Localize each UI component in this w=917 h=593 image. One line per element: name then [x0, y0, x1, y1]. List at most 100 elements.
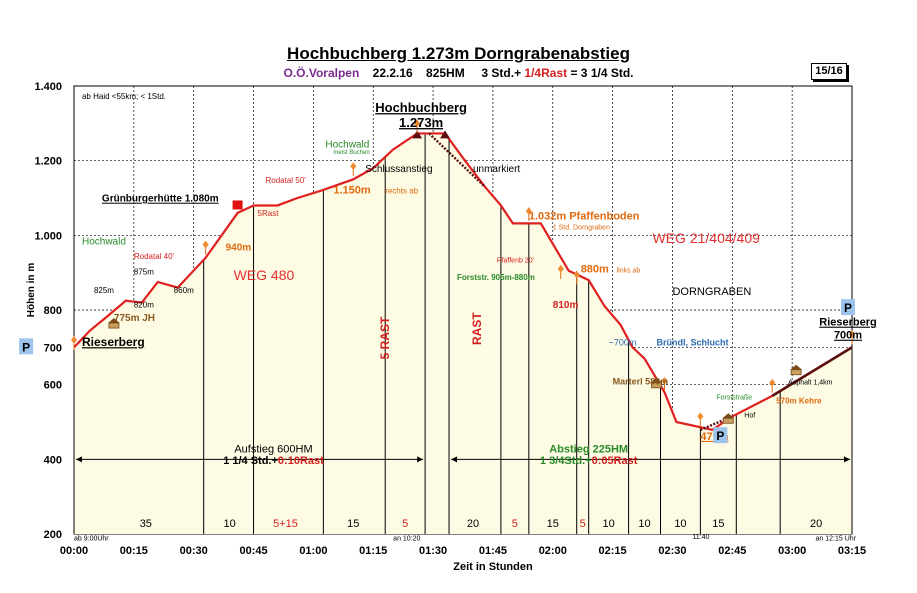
time-prefix-label: 3 Std.+	[481, 66, 522, 80]
segment-duration-label: 5	[402, 518, 408, 530]
annotation-label: 1.273m	[399, 115, 443, 130]
house-marker	[651, 382, 662, 389]
descent-arrow-head	[844, 456, 850, 463]
signpost-marker	[71, 335, 77, 344]
annotation-label: WEG 21/404/409	[653, 230, 761, 246]
parking-label: P	[716, 429, 724, 443]
house-marker	[107, 318, 120, 324]
annotation-label: 1.150m	[333, 185, 371, 197]
duration-label: 1 1/4 Std.+0:10Rast	[223, 455, 324, 467]
annotation-label: Hochbuchberg	[375, 100, 467, 115]
region-label: O.Ö.Voralpen	[283, 66, 360, 80]
y-tick-label: 1.200	[34, 156, 62, 168]
house-marker	[722, 413, 735, 419]
y-tick-label: 400	[44, 454, 62, 466]
annotation-label: 875m	[134, 268, 154, 277]
signpost-marker	[525, 207, 532, 216]
hut-marker	[232, 200, 243, 210]
segment-duration-label: 20	[810, 518, 822, 530]
house-marker	[650, 377, 663, 383]
annotation-label: 775m JH	[114, 313, 155, 324]
duration-part: 1 3/4Std.+	[540, 455, 592, 467]
x-tick-label: 01:00	[299, 545, 327, 557]
rest-label: 5 RAST	[378, 316, 392, 359]
x-tick-label: 00:45	[239, 545, 267, 557]
signpost-marker	[697, 412, 704, 421]
annotation-label: Abstieg 225HM	[549, 444, 628, 456]
house-marker	[790, 369, 802, 376]
y-tick-label: 200	[44, 529, 62, 541]
signpost-marker	[350, 162, 357, 171]
unmarked-path-line	[428, 132, 486, 188]
annotation-label: Bründl, Schlucht	[657, 337, 729, 347]
x-tick-label: 01:45	[479, 545, 507, 557]
annotation-label: unmarkiert	[473, 164, 520, 175]
house-marker	[722, 417, 734, 424]
segment-duration-label: 15	[547, 518, 559, 530]
annotation-label: 5Rast	[258, 209, 280, 218]
annotation-label: Schlussanstieg	[365, 164, 432, 175]
duration-part: 0:05Rast	[592, 455, 638, 467]
chart-title: Hochbuchberg 1.273m Dorngrabenabstieg	[287, 44, 630, 63]
annotation-label: 940m	[226, 242, 252, 253]
signpost-marker	[557, 264, 564, 273]
parking-icon	[841, 299, 856, 316]
annotation-label: Forststr. 905m-880m	[457, 273, 535, 282]
x-tick-label: 03:00	[778, 545, 806, 557]
profile-line	[73, 132, 853, 432]
annotation-label: ~700m	[609, 337, 637, 347]
annotation-label: Rodatal 40'	[134, 252, 175, 261]
signpost-marker	[414, 119, 421, 128]
date-label: 22.2.16	[372, 66, 413, 80]
annotation-label: DORNGRABEN	[672, 286, 751, 298]
annotation-label: rechts ab	[385, 187, 418, 196]
annotation-label: 825m	[94, 286, 114, 295]
height-meters-label: 825HM	[426, 66, 465, 80]
annotation-label: an 10:20	[393, 535, 420, 542]
annotation-label: 570m Kehre	[776, 397, 822, 406]
annotation-label: ab Haid <55km; < 1Std.	[82, 92, 166, 101]
y-tick-label: 700	[44, 342, 62, 354]
x-tick-label: 02:45	[718, 545, 746, 557]
duration-label: 1 3/4Std.+0:05Rast	[540, 455, 638, 467]
segment-duration-label: 15	[712, 518, 724, 530]
annotation-label: Marterl 580m	[613, 377, 669, 387]
x-tick-label: 02:00	[539, 545, 567, 557]
parking-icon	[19, 338, 34, 355]
segment-duration-label: 10	[674, 518, 686, 530]
duration-part: 1 1/4 Std.+	[223, 455, 278, 467]
x-tick-label: 00:15	[120, 545, 148, 557]
annotation-label: 1.032m Pfaffenboden	[529, 211, 640, 223]
x-tick-label: 00:30	[180, 545, 208, 557]
house-marker	[790, 364, 803, 370]
annotation-label: an 12:15 Uhr	[816, 535, 857, 542]
annotation-label: 11:40	[692, 534, 709, 541]
annotation-label: 810m	[553, 300, 579, 311]
ascent-arrow-head	[417, 456, 424, 463]
annotation-label: Hochwald	[325, 140, 369, 151]
chart-subtitle: O.Ö.Voralpen 22.2.16 825HM 3 Std.+ 1/4Ra…	[0, 66, 917, 80]
annotation-label: 880m	[581, 264, 609, 276]
y-tick-label: 800	[44, 305, 62, 317]
annotation-label: 860m	[174, 286, 194, 295]
rest-label: 1/4Rast	[524, 66, 568, 80]
x-tick-label: 01:15	[359, 545, 387, 557]
segment-duration-label: 10	[638, 518, 650, 530]
annotation-label: Pfaffenb 20'	[497, 258, 534, 265]
segment-duration-label: 20	[467, 518, 479, 530]
annotation-label: WEG 480	[234, 267, 295, 283]
annotation-label: Asphalt 1,4km	[788, 380, 833, 387]
x-tick-label: 03:15	[838, 545, 866, 557]
segment-duration-label: 10	[603, 518, 615, 530]
signpost-marker	[769, 378, 776, 387]
y-axis-title: Höhen in m	[26, 263, 37, 318]
segment-duration-label: 15	[347, 518, 359, 530]
annotation-label: Hochwald	[82, 237, 126, 248]
annotation-label: 1 Std. Dorngraben	[553, 225, 610, 232]
annotation-label: ab 9:00Uhr	[74, 535, 109, 542]
segment-duration-label: 35	[140, 518, 152, 530]
parking-label: P	[844, 301, 852, 315]
segment-duration-label: 5	[580, 518, 586, 530]
